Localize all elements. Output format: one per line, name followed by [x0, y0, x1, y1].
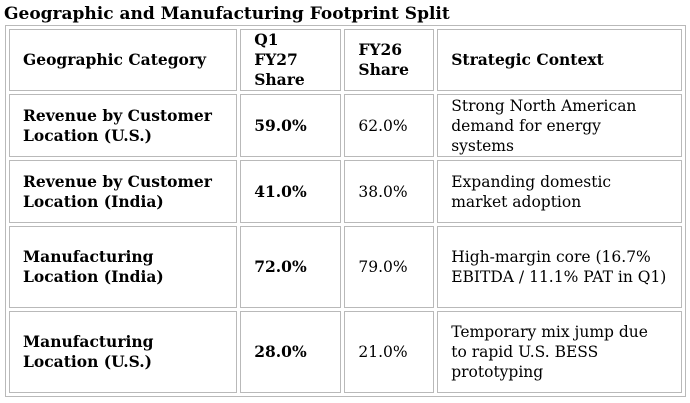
table-row: Revenue by Customer Location (India) 41.…	[9, 160, 682, 223]
row-fy26-share: 38.0%	[344, 160, 435, 223]
footprint-table: Geographic Category Q1 FY27 Share FY26 S…	[5, 25, 686, 397]
row-q1-fy27-share: 72.0%	[240, 226, 342, 308]
row-strategic-context: High-margin core (16.7% EBITDA / 11.1% P…	[437, 226, 682, 308]
row-strategic-context: Expanding domestic market adoption	[437, 160, 682, 223]
row-category: Revenue by Customer Location (U.S.)	[9, 94, 238, 157]
table-header-row: Geographic Category Q1 FY27 Share FY26 S…	[9, 29, 682, 91]
table-row: Manufacturing Location (U.S.) 28.0% 21.0…	[9, 311, 682, 393]
row-q1-fy27-share: 41.0%	[240, 160, 342, 223]
header-strategic-context: Strategic Context	[437, 29, 682, 91]
row-category: Manufacturing Location (India)	[9, 226, 238, 308]
row-strategic-context: Strong North American demand for energy …	[437, 94, 682, 157]
row-category: Manufacturing Location (U.S.)	[9, 311, 238, 393]
row-category: Revenue by Customer Location (India)	[9, 160, 238, 223]
row-fy26-share: 62.0%	[344, 94, 435, 157]
row-strategic-context: Temporary mix jump due to rapid U.S. BES…	[437, 311, 682, 393]
table-row: Revenue by Customer Location (U.S.) 59.0…	[9, 94, 682, 157]
header-fy26-share: FY26 Share	[344, 29, 435, 91]
table-title: Geographic and Manufacturing Footprint S…	[4, 4, 450, 24]
header-q1-fy27-share: Q1 FY27 Share	[240, 29, 342, 91]
row-fy26-share: 21.0%	[344, 311, 435, 393]
header-geographic-category: Geographic Category	[9, 29, 238, 91]
row-q1-fy27-share: 59.0%	[240, 94, 342, 157]
row-fy26-share: 79.0%	[344, 226, 435, 308]
row-q1-fy27-share: 28.0%	[240, 311, 342, 393]
table-row: Manufacturing Location (India) 72.0% 79.…	[9, 226, 682, 308]
